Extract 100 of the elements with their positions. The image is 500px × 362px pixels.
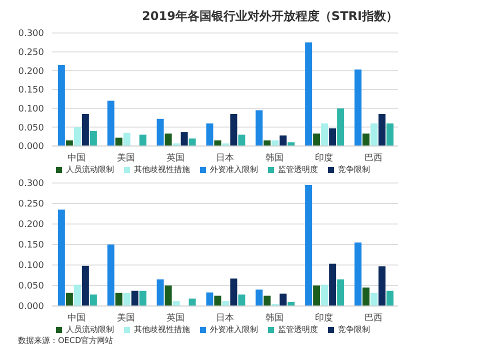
source-note: 数据来源：OECD官方网站 [18,335,114,346]
y-tick-label: 0.200 [18,66,44,77]
bar [82,266,89,306]
bar [90,130,97,146]
bar [107,100,114,146]
legend-label: 监管透明度 [278,325,318,334]
bar [386,123,394,146]
bar [378,266,386,306]
y-tick-label: 0.300 [18,179,44,190]
x-tick-label: 日本 [216,152,234,164]
legend-label: 外资准入限制 [210,165,258,174]
bar [280,135,287,146]
bar [82,114,89,146]
bar [58,210,65,306]
x-tick-label: 韩国 [265,312,284,324]
bar [321,284,328,306]
chart-title: 2019年各国银行业对外开放程度（STRI指数） [141,8,399,25]
x-tick-label: 印度 [314,312,333,324]
bar [256,290,263,306]
legend-label: 其他歧视性措施 [134,165,190,174]
bar [305,185,312,306]
legend-label: 人员流动限制 [66,325,114,334]
legend-label: 其他歧视性措施 [134,325,190,334]
bar [66,292,73,306]
bar [321,123,328,146]
bar [107,244,114,306]
bar [139,134,146,146]
bar [164,134,172,146]
x-tick-label: 日本 [216,312,234,324]
y-tick-label: 0.000 [18,142,44,152]
bar [238,294,246,306]
legend-label: 外资准入限制 [210,325,258,334]
x-tick-label: 英国 [166,312,185,324]
bar [370,123,378,146]
bar [354,70,362,146]
y-tick-label: 0.250 [18,200,44,210]
bar [313,134,320,146]
bar [214,296,222,306]
bar [386,290,394,306]
bar [337,279,344,306]
x-tick-label: 中国 [68,312,86,324]
bar [74,284,81,306]
bar [131,290,138,306]
bar [74,127,81,146]
x-tick-label: 美国 [117,312,136,324]
y-tick-label: 0.100 [18,261,44,272]
legend-label: 竞争限制 [338,325,370,334]
bar [288,142,295,146]
bar [280,294,287,306]
bar [115,138,122,146]
y-tick-label: 0.000 [18,302,44,312]
bar [172,301,180,306]
bar [123,132,130,146]
y-tick-label: 0.050 [18,123,44,134]
bar [230,278,238,306]
bar [354,242,362,306]
bar [156,279,164,306]
y-tick-label: 0.250 [18,48,44,58]
bar [188,298,196,306]
bar [164,286,172,306]
x-tick-label: 中国 [68,152,86,164]
y-tick-label: 0.150 [18,86,44,96]
bar [362,288,370,306]
legend-label: 竞争限制 [338,165,370,174]
x-tick-label: 巴西 [364,313,382,324]
x-tick-label: 英国 [166,152,185,164]
bar [329,128,336,146]
x-tick-label: 美国 [117,152,136,164]
y-tick-label: 0.050 [18,282,44,292]
bar [337,108,344,146]
bar [313,286,320,306]
bar [256,110,263,146]
bar [264,296,271,306]
bar [206,292,214,306]
bar [378,114,386,146]
bar [206,123,214,146]
y-tick-label: 0.200 [18,220,44,230]
y-tick-label: 0.150 [18,240,44,251]
y-tick-label: 0.300 [18,29,44,40]
legend-label: 监管透明度 [278,165,318,174]
bar [188,138,196,146]
bar [238,134,246,146]
bar [139,290,146,306]
x-tick-label: 韩国 [265,152,284,164]
bar [230,114,238,146]
bar [180,132,188,146]
bar [222,301,230,306]
bar [123,292,130,306]
legend-label: 人员流动限制 [66,165,114,174]
y-tick-label: 0.100 [18,104,44,115]
bar [90,294,97,306]
bar [370,292,378,306]
bar [329,264,336,306]
x-tick-label: 印度 [314,152,333,164]
bar [156,118,164,146]
bar [115,292,122,306]
bar [305,42,312,146]
bar [362,134,370,146]
x-tick-label: 巴西 [364,153,382,164]
bar [58,65,65,146]
